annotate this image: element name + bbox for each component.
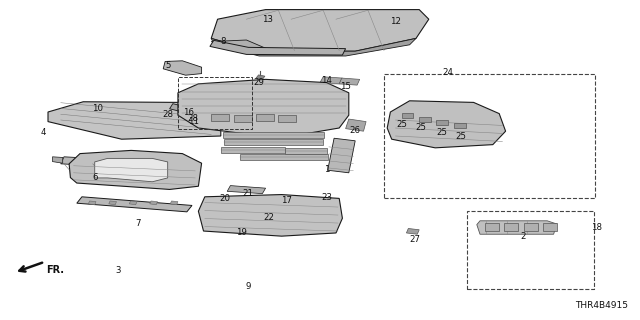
Text: 2: 2	[521, 232, 526, 241]
Text: 27: 27	[409, 235, 420, 244]
Polygon shape	[285, 148, 327, 154]
Text: 7: 7	[135, 220, 140, 228]
Polygon shape	[278, 115, 296, 122]
Polygon shape	[88, 201, 96, 205]
Text: 19: 19	[237, 228, 247, 237]
Polygon shape	[454, 123, 466, 128]
Polygon shape	[150, 201, 157, 205]
Polygon shape	[170, 104, 202, 116]
Polygon shape	[109, 201, 116, 205]
Polygon shape	[504, 223, 518, 231]
Polygon shape	[211, 40, 269, 51]
Polygon shape	[240, 154, 328, 160]
Polygon shape	[210, 40, 346, 55]
Text: 23: 23	[321, 193, 332, 202]
Polygon shape	[211, 114, 229, 121]
Text: 24: 24	[442, 68, 454, 77]
Polygon shape	[256, 75, 265, 79]
Text: 28: 28	[162, 110, 173, 119]
Polygon shape	[221, 147, 285, 153]
Text: 26: 26	[349, 126, 360, 135]
Text: 5: 5	[165, 61, 170, 70]
Text: 9: 9	[246, 282, 251, 291]
Bar	[384, 74, 595, 198]
Polygon shape	[485, 223, 499, 231]
Polygon shape	[69, 150, 202, 189]
Polygon shape	[328, 138, 355, 173]
Polygon shape	[195, 110, 262, 122]
Polygon shape	[224, 139, 323, 145]
Polygon shape	[61, 157, 189, 170]
Bar	[467, 211, 594, 289]
Polygon shape	[211, 38, 416, 56]
Text: 10: 10	[92, 104, 103, 113]
Polygon shape	[543, 223, 557, 231]
Polygon shape	[211, 10, 429, 51]
Text: 22: 22	[263, 213, 275, 222]
Text: 16: 16	[183, 108, 195, 117]
Text: 21: 21	[243, 189, 254, 198]
Polygon shape	[419, 117, 431, 122]
Polygon shape	[77, 197, 192, 212]
Text: 25: 25	[415, 123, 427, 132]
Bar	[178, 77, 252, 129]
Text: THR4B4915: THR4B4915	[575, 301, 628, 310]
Text: 14: 14	[321, 76, 332, 85]
Polygon shape	[52, 157, 63, 163]
Text: FR.: FR.	[46, 265, 64, 276]
Text: 15: 15	[340, 82, 351, 91]
Text: 25: 25	[396, 120, 408, 129]
Text: 20: 20	[220, 194, 231, 203]
Polygon shape	[477, 221, 557, 234]
Polygon shape	[256, 114, 274, 121]
Text: 4: 4	[41, 128, 46, 137]
Text: 13: 13	[262, 15, 273, 24]
Polygon shape	[406, 228, 419, 234]
Polygon shape	[387, 101, 506, 148]
Text: 28: 28	[188, 114, 199, 123]
Polygon shape	[436, 120, 448, 125]
Polygon shape	[227, 186, 266, 194]
Polygon shape	[339, 78, 360, 85]
Text: 29: 29	[254, 78, 264, 87]
Polygon shape	[402, 113, 413, 118]
Polygon shape	[524, 223, 538, 231]
Polygon shape	[198, 195, 342, 236]
Text: 6: 6	[92, 173, 97, 182]
Polygon shape	[189, 109, 221, 122]
Text: 18: 18	[591, 223, 602, 232]
Text: 25: 25	[436, 128, 447, 137]
Text: 11: 11	[188, 117, 199, 126]
Polygon shape	[95, 158, 168, 182]
Polygon shape	[346, 119, 366, 131]
Text: 3: 3	[116, 266, 121, 275]
Text: 8: 8	[220, 37, 225, 46]
Polygon shape	[320, 77, 342, 84]
Polygon shape	[178, 79, 349, 135]
Text: 1: 1	[324, 165, 329, 174]
Polygon shape	[223, 132, 324, 138]
Text: 12: 12	[390, 17, 401, 26]
Polygon shape	[48, 102, 221, 139]
Text: 17: 17	[281, 196, 292, 205]
Polygon shape	[129, 201, 137, 205]
Polygon shape	[163, 61, 202, 75]
Text: 25: 25	[455, 132, 467, 141]
Polygon shape	[170, 201, 178, 205]
Polygon shape	[234, 115, 252, 122]
